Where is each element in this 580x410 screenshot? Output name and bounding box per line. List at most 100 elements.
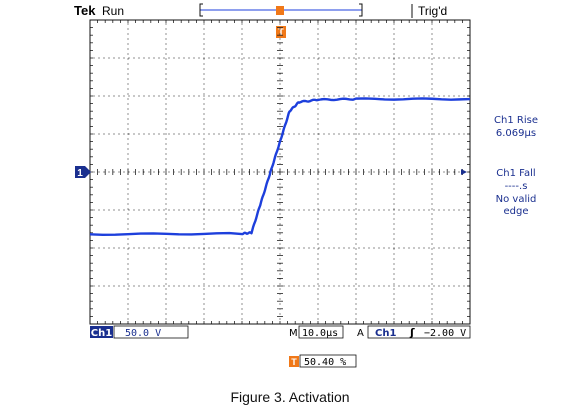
grid-dot [431,123,433,125]
grid-dot [393,128,395,130]
grid-dot [355,253,357,255]
grid-dot [241,223,243,225]
grid-dot [279,298,281,300]
grid-dot [165,178,167,180]
trigger-position-marker [289,356,299,367]
grid-dot [393,153,395,155]
grid-dot [241,28,243,30]
grid-dot [303,247,305,249]
grid-dot [241,183,243,185]
grid-dot [133,171,135,173]
grid-dot [378,57,380,59]
grid-dot [163,285,165,287]
grid-dot [203,73,205,75]
grid-dot [165,73,167,75]
grid-dot [458,209,460,211]
grid-dot [127,198,129,200]
grid-dot [133,57,135,59]
grid-dot [241,93,243,95]
grid-dot [423,95,425,97]
grid-dot [298,133,300,135]
grid-dot [317,148,319,150]
grid-dot [127,238,129,240]
grid-dot [317,138,319,140]
grid-dot [431,193,433,195]
grid-dot [463,247,465,249]
grid-dot [279,248,281,250]
grid-dot [355,208,357,210]
grid-dot [448,133,450,135]
grid-dot [203,83,205,85]
grid-dot [378,209,380,211]
grid-dot [253,95,255,97]
grid-dot [143,95,145,97]
grid-dot [208,57,210,59]
grid-dot [208,95,210,97]
grid-dot [165,28,167,30]
grid-dot [453,171,455,173]
grid-dot [303,95,305,97]
grid-dot [193,247,195,249]
grid-dot [98,247,100,249]
grid-dot [127,23,129,25]
grid-dot [328,57,330,59]
grid-dot [279,228,281,230]
grid-dot [338,95,340,97]
grid-dot [103,57,105,59]
grid-dot [178,171,180,173]
channel-1-ground-marker [75,166,91,178]
grid-dot [108,171,110,173]
grid-dot [279,28,281,30]
grid-dot [178,209,180,211]
grid-dot [443,57,445,59]
grid-dot [431,238,433,240]
fall-label: Ch1 Fall [496,168,535,179]
grid-dot [453,247,455,249]
grid-dot [279,63,281,65]
grid-dot [93,171,95,173]
grid-dot [127,128,129,130]
grid-dot [165,58,167,60]
grid-dot [123,95,125,97]
grid-dot [127,288,129,290]
grid-dot [317,178,319,180]
grid-dot [248,209,250,211]
grid-dot [431,183,433,185]
grid-dot [431,303,433,305]
grid-dot [127,223,129,225]
grid-dot [165,113,167,115]
grid-dot [431,248,433,250]
grid-dot [223,247,225,249]
grid-dot [317,33,319,35]
grid-dot [393,95,395,97]
grid-dot [318,209,320,211]
grid-dot [243,209,245,211]
grid-dot [363,95,365,97]
grid-dot [163,133,165,135]
grid-dot [98,171,100,173]
grid-dot [283,57,285,59]
grid-dot [118,57,120,59]
grid-dot [203,123,205,125]
grid-dot [355,88,357,90]
grid-dot [263,171,265,173]
grid-dot [165,128,167,130]
grid-dot [198,285,200,287]
trigger-status: Trig'd [418,4,447,18]
grid-dot [263,57,265,59]
grid-dot [165,163,167,165]
grid-dot [355,108,357,110]
trigger-source: Ch1 [375,328,396,339]
grid-dot [393,293,395,295]
grid-dot [443,171,445,173]
grid-dot [165,198,167,200]
trigger-marker-small-box [276,6,284,15]
grid-dot [388,57,390,59]
grid-dot [203,318,205,320]
grid-dot [178,133,180,135]
grid-dot [393,308,395,310]
grid-dot [279,93,281,95]
grid-dot [318,57,320,59]
grid-dot [203,163,205,165]
grid-dot [123,247,125,249]
